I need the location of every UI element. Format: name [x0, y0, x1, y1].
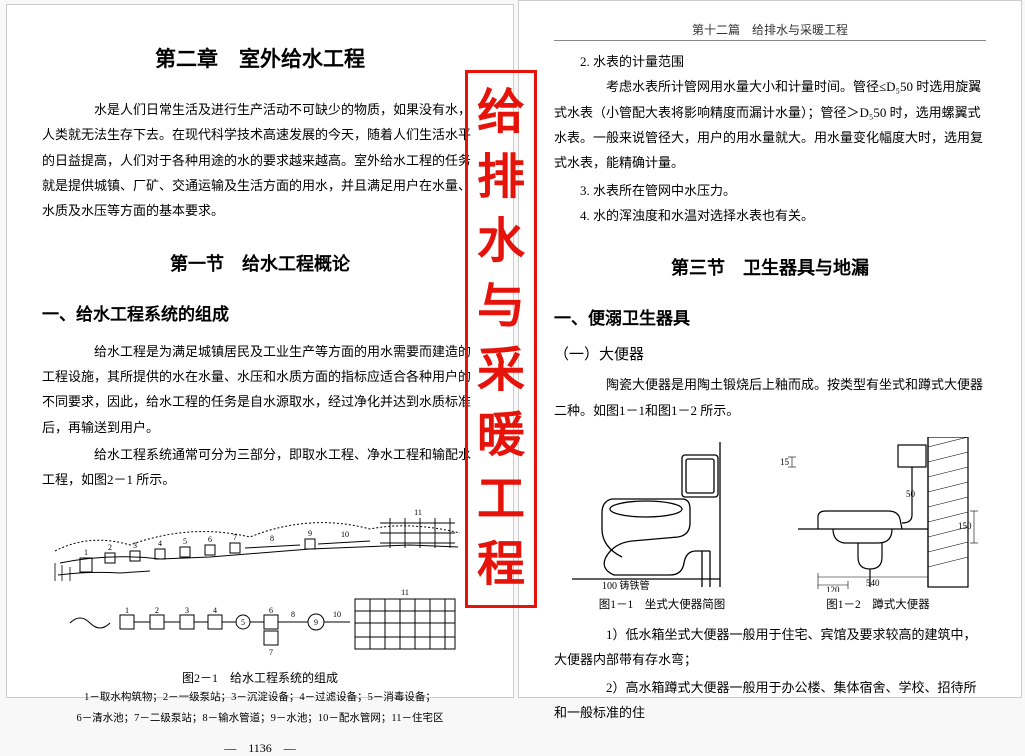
subhead-right-1: 一、便溺卫生器具	[554, 304, 986, 329]
svg-text:11: 11	[401, 588, 409, 597]
watermark-char: 给	[477, 89, 525, 137]
figure-pair: 100 铸铁管 图1－1 坐式大便器简图	[554, 437, 986, 612]
seated-toilet-diagram: 100 铸铁管	[562, 437, 762, 592]
watermark-overlay: 给 排 水 与 采 暖 工 程	[465, 70, 537, 608]
svg-text:6: 6	[269, 606, 273, 615]
svg-text:8: 8	[270, 534, 274, 543]
svg-text:2: 2	[108, 543, 112, 552]
watermark-char: 工	[477, 476, 525, 524]
water-system-diagram: 1 2 3 4 5 6 7 8 9 10 11	[50, 503, 470, 663]
item-2-title: 2. 水表的计量范围	[554, 49, 986, 74]
section-3-title: 第三节 卫生器具与地漏	[554, 254, 986, 280]
svg-text:10: 10	[341, 530, 349, 539]
dim-cast-iron: 100 铸铁管	[602, 579, 650, 592]
svg-text:8: 8	[291, 610, 295, 619]
bottom-para-2: 2）高水箱蹲式大便器一般用于办公楼、集体宿舍、学校、招待所和一般标准的住	[554, 675, 986, 726]
chapter-title: 第二章 室外给水工程	[42, 43, 478, 73]
svg-text:6: 6	[208, 535, 212, 544]
watermark-char: 暖	[477, 412, 525, 460]
watermark-char: 采	[477, 347, 525, 395]
page-number-left: — 1136 —	[42, 739, 478, 756]
svg-text:4: 4	[213, 606, 217, 615]
subhead-a: （一）大便器	[554, 343, 986, 364]
left-page: 第二章 室外给水工程 水是人们日常生活及进行生产活动不可缺少的物质，如果没有水，…	[6, 4, 514, 698]
item-2-body: 考虑水表所计管网用水量大小和计量时间。管径≤D₅50 时选用旋翼式水表（小管配大…	[554, 74, 986, 175]
svg-text:2: 2	[155, 606, 159, 615]
figure-2-1: 1 2 3 4 5 6 7 8 9 10 11	[42, 503, 478, 728]
dim-50: 50	[906, 489, 916, 499]
dim-15: 15	[780, 457, 790, 467]
svg-text:5: 5	[241, 618, 245, 627]
watermark-char: 程	[477, 541, 525, 589]
dim-540: 540	[866, 578, 880, 588]
dim-120: 120	[826, 585, 840, 592]
para-2: 给水工程系统通常可分为三部分，即取水工程、净水工程和输配水工程，如图2－1 所示…	[42, 442, 478, 493]
right-page: 第十二篇 给排水与采暖工程 2. 水表的计量范围 考虑水表所计管网用水量大小和计…	[518, 0, 1022, 698]
bottom-para-1: 1）低水箱坐式大便器一般用于住宅、宾馆及要求较高的建筑中，大便器内部带有存水弯；	[554, 622, 986, 673]
svg-text:1: 1	[125, 606, 129, 615]
svg-text:10: 10	[333, 610, 341, 619]
svg-text:5: 5	[183, 537, 187, 546]
section-1-title: 第一节 给水工程概论	[42, 250, 478, 276]
fig-1-2-caption: 图1－2 蹲式大便器	[778, 596, 978, 612]
watermark-char: 排	[477, 154, 525, 202]
intro-paragraph: 水是人们日常生活及进行生产活动不可缺少的物质，如果没有水，人类就无法生存下去。在…	[42, 97, 478, 224]
fig-2-1-caption: 图2－1 给水工程系统的组成	[42, 669, 478, 686]
figure-1-2: 15 50 120 540 150 图1－2 蹲式大便器	[778, 437, 978, 612]
svg-text:1: 1	[84, 548, 88, 557]
para-1: 给水工程是为满足城镇居民及工业生产等方面的用水需要而建造的工程设施，其所提供的水…	[42, 339, 478, 440]
svg-text:9: 9	[308, 529, 312, 538]
svg-text:9: 9	[314, 618, 318, 627]
subhead-1: 一、给水工程系统的组成	[42, 300, 478, 325]
watermark-char: 水	[477, 218, 525, 266]
item-3: 3. 水表所在管网中水压力。	[554, 178, 986, 203]
page-header: 第十二篇 给排水与采暖工程	[554, 21, 986, 41]
fig-2-1-legend-2: 6－清水池；7－二级泵站；8－输水管道；9－水池；10－配水管网；11－住宅区	[42, 711, 478, 728]
svg-text:7: 7	[269, 648, 273, 657]
fig-2-1-legend-1: 1－取水构筑物；2－一级泵站；3－沉淀设备；4－过滤设备；5－消毒设备；	[42, 690, 478, 707]
svg-text:11: 11	[414, 508, 422, 517]
squat-toilet-diagram: 15 50 120 540 150	[778, 437, 978, 592]
svg-text:3: 3	[185, 606, 189, 615]
figure-1-1: 100 铸铁管 图1－1 坐式大便器简图	[562, 437, 762, 612]
fig-1-1-caption: 图1－1 坐式大便器简图	[562, 596, 762, 612]
dim-150: 150	[958, 521, 972, 531]
svg-text:3: 3	[133, 541, 137, 550]
svg-text:4: 4	[158, 539, 162, 548]
svg-text:7: 7	[233, 533, 237, 542]
item-4: 4. 水的浑浊度和水温对选择水表也有关。	[554, 203, 986, 228]
watermark-char: 与	[477, 283, 525, 331]
toilet-para: 陶瓷大便器是用陶土锻烧后上釉而成。按类型有坐式和蹲式大便器二种。如图1－1和图1…	[554, 372, 986, 423]
